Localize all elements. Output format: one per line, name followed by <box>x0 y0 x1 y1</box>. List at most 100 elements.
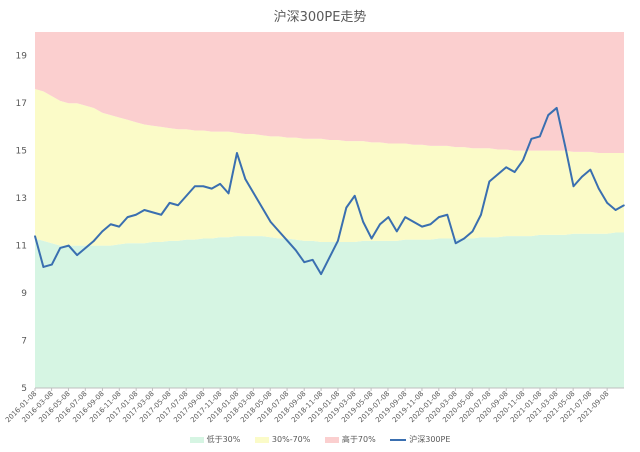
band-mid <box>35 88 624 246</box>
pe-point <box>370 237 373 240</box>
legend-label-pe: 沪深300PE <box>409 435 451 444</box>
pe-point <box>496 173 499 176</box>
pe-point <box>303 261 306 264</box>
pe-point <box>143 209 146 211</box>
pe-point <box>109 223 112 226</box>
pe-point <box>429 223 432 226</box>
pe-point <box>471 230 474 233</box>
pe-point <box>589 168 592 171</box>
y-tick-label: 19 <box>16 52 28 62</box>
pe-point <box>278 230 280 233</box>
pe-point <box>530 138 533 140</box>
pe-point <box>42 266 45 268</box>
pe-point <box>572 185 575 188</box>
pe-point <box>101 230 104 233</box>
pe-point <box>421 225 423 228</box>
legend-item-high: 高于70% <box>324 434 376 445</box>
pe-point <box>547 114 550 116</box>
pe-point <box>93 240 95 242</box>
band-low <box>35 232 624 388</box>
pe-point <box>261 206 263 209</box>
pe-point <box>362 221 364 223</box>
pe-point <box>236 152 238 154</box>
pe-point <box>126 216 129 218</box>
chart-title: 沪深300PE走势 <box>273 10 367 25</box>
y-tick-label: 5 <box>21 384 27 394</box>
y-tick-label: 7 <box>21 337 27 347</box>
y-tick-label: 13 <box>16 194 27 204</box>
pe-point <box>463 237 465 240</box>
pe-point <box>59 247 62 249</box>
pe-point <box>564 145 566 147</box>
pe-point <box>320 273 322 275</box>
y-tick-label: 11 <box>16 242 27 252</box>
pe-point <box>581 175 583 178</box>
pe-point <box>379 223 381 226</box>
band-high <box>35 32 624 154</box>
pe-point <box>597 187 600 190</box>
pe-point <box>210 187 213 190</box>
pe-point <box>160 213 163 216</box>
pe-point <box>286 240 289 242</box>
legend-swatch-mid <box>254 436 269 443</box>
pe-point <box>345 206 348 209</box>
pe-point <box>84 247 87 249</box>
pe-point <box>614 209 617 211</box>
legend-label-mid: 30%-70% <box>271 435 311 444</box>
pe-point <box>412 221 415 223</box>
pe-point <box>295 249 297 252</box>
pe-point <box>446 213 449 216</box>
pe-point <box>328 256 331 259</box>
pe-point <box>118 225 120 228</box>
pe-point <box>311 259 314 261</box>
legend-swatch-low <box>189 436 204 443</box>
pe-point <box>269 221 272 223</box>
pe-point <box>202 185 205 188</box>
pe-point <box>488 180 491 183</box>
x-axis: 2016-01-082016-03-082016-05-082016-07-08… <box>4 387 624 424</box>
pe-point <box>555 107 558 109</box>
pe-point <box>539 135 541 138</box>
legend-item-mid: 30%-70% <box>254 435 311 444</box>
pe-point <box>194 185 196 188</box>
pe-point <box>244 178 247 180</box>
pe-point <box>76 254 78 256</box>
pe-point <box>152 211 154 214</box>
pe-point <box>337 240 339 242</box>
pe-point <box>480 213 482 216</box>
pe-point <box>505 166 508 169</box>
legend-item-pe: 沪深300PE <box>390 434 450 445</box>
y-tick-label: 17 <box>16 99 27 109</box>
pe-point <box>353 194 356 197</box>
legend-swatch-high <box>324 436 339 443</box>
pe-point <box>606 202 608 204</box>
pe-point <box>34 235 36 237</box>
y-tick-label: 15 <box>16 147 27 157</box>
pe-point <box>454 242 457 245</box>
pe-point <box>623 204 625 207</box>
pe-point <box>522 159 524 161</box>
legend-swatch-pe <box>390 438 407 441</box>
pe-point <box>185 194 188 197</box>
pe-point <box>135 213 137 216</box>
pe-point <box>252 192 255 195</box>
pe-point <box>513 171 516 173</box>
pe-series-line <box>34 106 625 276</box>
chart-legend: 低于30% 30%-70% 高于70% 沪深300PE <box>0 434 640 445</box>
legend-label-low: 低于30% <box>206 435 241 444</box>
pe-point <box>404 216 407 218</box>
pe-point <box>67 244 70 247</box>
y-axis: 5 7 9 11 13 15 17 19 <box>16 52 28 394</box>
pe-point <box>387 216 390 218</box>
legend-label-high: 高于70% <box>341 435 376 444</box>
pe-point <box>396 230 398 233</box>
pe-point <box>168 202 171 204</box>
pe-point <box>177 204 179 207</box>
pe-point <box>219 183 221 185</box>
pe-point <box>438 216 440 218</box>
legend-item-low: 低于30% <box>189 434 241 445</box>
pe-point <box>227 192 230 195</box>
pe-point <box>51 263 53 266</box>
y-tick-label: 9 <box>21 289 27 299</box>
